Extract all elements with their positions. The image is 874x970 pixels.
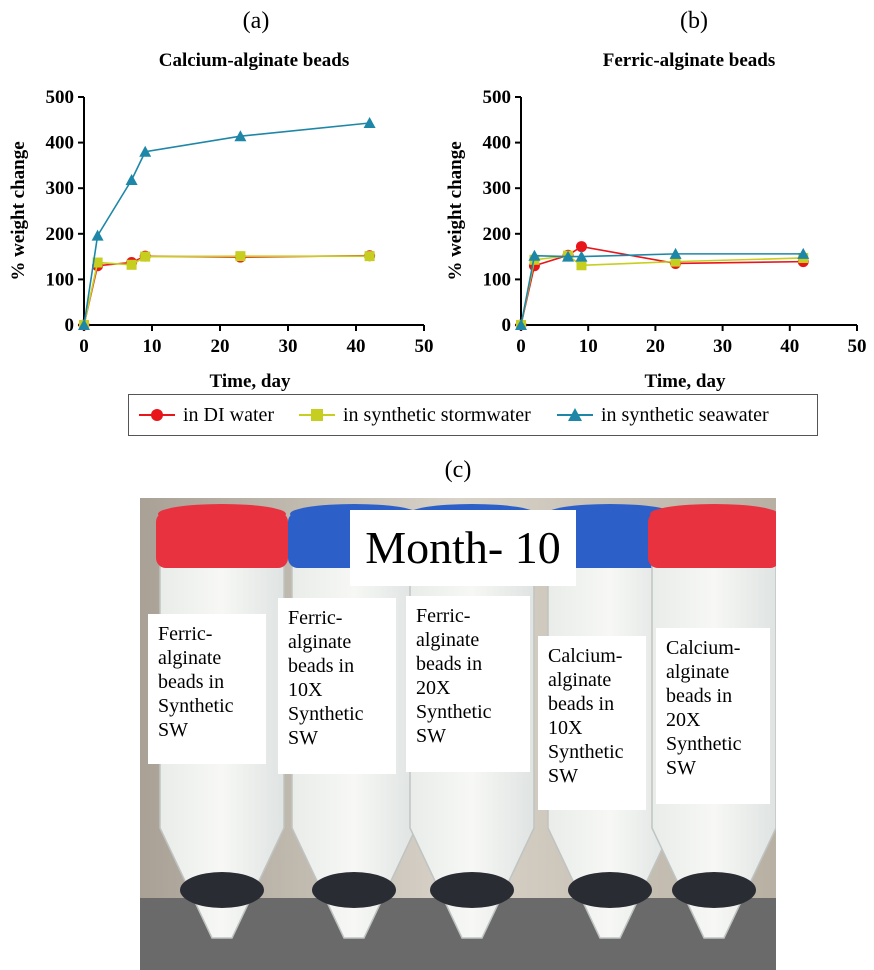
x-tick-label: 30 — [279, 336, 298, 357]
data-point — [363, 116, 376, 128]
tube-cap-top — [158, 504, 286, 524]
legend-item-stormwater: in synthetic stormwater — [299, 395, 531, 435]
tube-label-2: Ferric- alginate beads in 10X Synthetic … — [278, 598, 396, 774]
x-tick-label: 30 — [713, 336, 732, 357]
data-point — [140, 251, 151, 262]
series-line — [83, 255, 370, 326]
y-tick-label: 0 — [65, 315, 75, 336]
data-point — [364, 251, 375, 262]
data-point — [91, 229, 104, 241]
chart-title: Ferric-alginate beads — [603, 50, 776, 71]
tubes-photo: Month- 10 Ferric- alginate beads in Synt… — [140, 498, 776, 970]
chart-title: Calcium-alginate beads — [159, 50, 350, 71]
x-tick-label: 0 — [516, 336, 526, 357]
y-tick-label: 0 — [502, 315, 512, 336]
x-tick-label: 20 — [211, 336, 230, 357]
x-tick-label: 0 — [79, 336, 89, 357]
legend-label: in synthetic seawater — [601, 403, 769, 426]
y-tick-label: 300 — [483, 178, 512, 199]
legend-marker-square-icon — [299, 409, 335, 421]
y-axis-label: % weight change — [445, 141, 466, 280]
y-tick-label: 400 — [46, 133, 75, 154]
data-point — [125, 173, 138, 185]
panel-b-label: (b) — [680, 8, 708, 34]
data-point — [126, 259, 137, 270]
data-point — [797, 247, 810, 259]
tube-beads — [430, 872, 514, 908]
legend-label: in DI water — [183, 403, 275, 426]
data-point — [235, 251, 246, 262]
tube-cap-top — [546, 504, 674, 524]
tube-cap — [648, 512, 776, 568]
x-tick-label: 50 — [848, 336, 867, 357]
chart-1: Calcium-alginate beads 0 100 200 300 400 500 0 1… — [8, 50, 434, 392]
tube-beads — [672, 872, 756, 908]
tube-label-5: Calcium- alginate beads in 20X Synthetic… — [656, 628, 770, 804]
tube-label-4: Calcium- alginate beads in 10X Synthetic… — [538, 636, 646, 810]
tube-beads — [568, 872, 652, 908]
data-point — [528, 249, 541, 261]
data-point — [575, 241, 587, 253]
tube-cap — [544, 512, 676, 568]
legend-marker-triangle-icon — [557, 408, 593, 421]
data-point — [78, 319, 90, 330]
tube-beads — [312, 872, 396, 908]
data-point — [139, 145, 152, 157]
x-axis-label: Time, day — [210, 371, 291, 392]
tube-label-3: Ferric- alginate beads in 20X Synthetic … — [406, 596, 530, 772]
x-tick-label: 20 — [646, 336, 665, 357]
data-point — [562, 250, 575, 262]
tube-cap — [156, 512, 288, 568]
y-tick-label: 100 — [483, 269, 512, 290]
x-tick-label: 40 — [347, 336, 366, 357]
y-tick-label: 500 — [46, 87, 75, 108]
data-point — [515, 319, 527, 330]
data-point — [576, 260, 587, 271]
data-point — [234, 130, 247, 142]
tube-cap-top — [650, 504, 776, 524]
tube-beads — [180, 872, 264, 908]
legend-item-di-water: in DI water — [139, 395, 274, 435]
x-tick-label: 10 — [579, 336, 598, 357]
legend-label: in synthetic stormwater — [343, 403, 531, 426]
data-point — [669, 247, 682, 259]
chart-2: Ferric-alginate beads 0 100 200 300 400 500 0 10… — [445, 50, 867, 392]
series-line — [520, 245, 804, 326]
month-title: Month- 10 — [350, 510, 576, 586]
y-axis-label: % weight change — [8, 141, 29, 280]
y-tick-label: 200 — [483, 224, 512, 245]
series-line — [520, 253, 804, 326]
y-tick-label: 400 — [483, 133, 512, 154]
x-tick-label: 40 — [780, 336, 799, 357]
y-tick-label: 300 — [46, 178, 75, 199]
data-point — [575, 250, 588, 262]
panel-c-label: (c) — [444, 457, 472, 483]
y-tick-label: 100 — [46, 269, 75, 290]
series-line — [520, 254, 804, 326]
tube-label-1: Ferric- alginate beads in Synthetic SW — [148, 614, 266, 764]
x-axis-label: Time, day — [645, 371, 726, 392]
legend-marker-circle-icon — [139, 409, 175, 421]
data-point — [670, 256, 681, 267]
data-point — [92, 257, 103, 268]
legend-item-seawater: in synthetic seawater — [557, 395, 769, 435]
x-tick-label: 10 — [143, 336, 162, 357]
series-line — [83, 122, 370, 326]
panel-a-label: (a) — [242, 8, 270, 34]
x-tick-label: 50 — [415, 336, 434, 357]
chart-legend: in DI water in synthetic stormwater in s… — [128, 394, 818, 436]
y-tick-label: 500 — [483, 87, 512, 108]
y-tick-label: 200 — [46, 224, 75, 245]
